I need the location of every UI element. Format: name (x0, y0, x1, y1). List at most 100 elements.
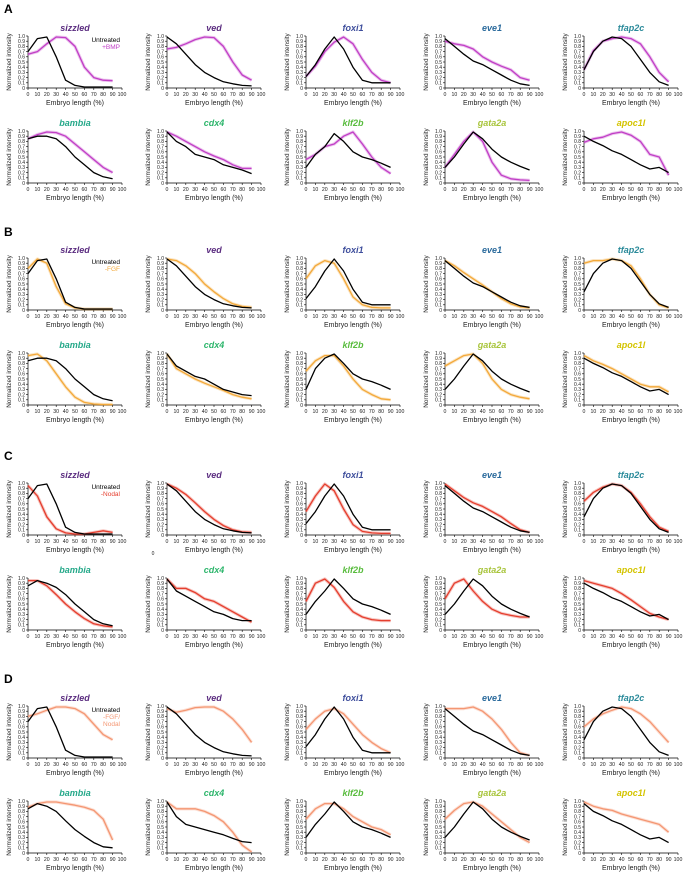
y-tick-label: 0.9 (296, 39, 303, 45)
y-tick-label: 0.4 (18, 382, 25, 388)
x-axis-label: Embryo length (%) (324, 547, 382, 554)
x-tick-label: 20 (44, 762, 50, 768)
x-tick-label: 0 (27, 92, 30, 98)
y-tick-label: 0.7 (157, 271, 164, 277)
x-tick-label: 20 (183, 539, 189, 545)
x-tick-label: 0 (583, 762, 586, 768)
x-tick-label: 40 (341, 762, 347, 768)
series-line-treated (444, 40, 530, 81)
y-tick-label: 0.6 (296, 502, 303, 508)
x-tick-label: 70 (230, 92, 236, 98)
y-tick-label: 0.1 (18, 398, 25, 404)
y-tick-label: 0.3 (157, 165, 164, 171)
x-tick-label: 30 (470, 187, 476, 193)
y-tick-label: 0.2 (157, 170, 164, 176)
y-tick-label: 0.8 (18, 139, 25, 145)
series-line-treated (166, 483, 252, 534)
y-tick-label: 0.2 (157, 75, 164, 81)
x-tick-label: 30 (331, 314, 337, 320)
y-axis-label: Normalized intensity (562, 702, 569, 760)
x-tick-label: 10 (174, 187, 180, 193)
x-tick-label: 60 (82, 857, 88, 863)
y-tick-label: 0.4 (157, 382, 164, 388)
y-tick-label: 0.9 (574, 261, 581, 267)
x-axis-label: Embryo length (%) (46, 547, 104, 554)
x-tick-label: 70 (91, 409, 97, 415)
x-tick-label: 50 (350, 857, 356, 863)
y-tick-label: 0.3 (296, 292, 303, 298)
y-axis-label: Normalized intensity (423, 254, 430, 312)
x-axis-label: Embryo length (%) (185, 417, 243, 424)
x-tick-label: 10 (452, 762, 458, 768)
series-band (304, 259, 391, 310)
x-tick-label: 50 (489, 762, 495, 768)
y-tick-label: 1.0 (574, 481, 581, 487)
x-tick-label: 100 (257, 539, 266, 545)
y-tick-label: 0.1 (296, 398, 303, 404)
series-line-treated (305, 354, 391, 401)
x-tick-label: 20 (322, 762, 328, 768)
y-tick-label: 0.8 (296, 491, 303, 497)
y-tick-label: 0.1 (435, 751, 442, 757)
x-axis-label: Embryo length (%) (602, 195, 660, 202)
x-tick-label: 20 (600, 409, 606, 415)
chart-title: sizzled (60, 245, 90, 255)
x-tick-label: 70 (91, 314, 97, 320)
x-tick-label: 70 (508, 187, 514, 193)
x-axis-label: Embryo length (%) (324, 770, 382, 777)
x-tick-label: 80 (378, 634, 384, 640)
x-tick-label: 40 (619, 762, 625, 768)
x-tick-label: 80 (239, 857, 245, 863)
y-tick-label: 0.6 (574, 277, 581, 283)
y-tick-label: 0 (161, 851, 164, 857)
y-tick-label: 0.4 (296, 160, 303, 166)
chart-title: ved (206, 23, 222, 33)
y-tick-label: 0 (578, 756, 581, 762)
y-tick-label: 0.4 (296, 65, 303, 71)
x-tick-label: 90 (388, 187, 394, 193)
chart-title: eve1 (482, 245, 502, 255)
y-tick-label: 0.2 (296, 840, 303, 846)
x-tick-label: 90 (527, 857, 533, 863)
x-tick-label: 80 (656, 762, 662, 768)
y-tick-label: 0.4 (18, 65, 25, 71)
x-tick-label: 40 (480, 409, 486, 415)
x-tick-label: 100 (535, 187, 544, 193)
y-tick-label: 0 (578, 851, 581, 857)
y-tick-label: 0 (22, 628, 25, 634)
x-tick-label: 50 (628, 539, 634, 545)
chart-title: klf2b (342, 118, 364, 128)
chart-title: cdx4 (204, 565, 225, 575)
x-tick-label: 80 (517, 857, 523, 863)
y-tick-label: 0.9 (574, 39, 581, 45)
series-line-treated (305, 36, 391, 84)
x-tick-label: 70 (508, 92, 514, 98)
series-line-untreated (444, 578, 530, 618)
y-axis-label: Normalized intensity (562, 479, 569, 537)
x-tick-label: 20 (461, 539, 467, 545)
series-line-untreated (583, 36, 669, 87)
x-tick-label: 30 (192, 409, 198, 415)
x-tick-label: 0 (166, 92, 169, 98)
y-tick-label: 0.7 (435, 591, 442, 597)
series-line-untreated (27, 483, 113, 535)
x-tick-label: 80 (378, 92, 384, 98)
x-tick-label: 100 (396, 857, 405, 863)
y-tick-label: 0.1 (574, 176, 581, 182)
x-tick-label: 100 (674, 314, 683, 320)
chart-title: gata2a (477, 565, 507, 575)
y-tick-label: 0.6 (296, 725, 303, 731)
x-axis-label: Embryo length (%) (185, 100, 243, 107)
y-tick-label: 0.8 (574, 714, 581, 720)
y-tick-label: 0.1 (296, 303, 303, 309)
x-tick-label: 20 (600, 857, 606, 863)
x-axis-label: Embryo length (%) (185, 195, 243, 202)
series-line-treated (583, 579, 669, 621)
chart-title: apoc1l (617, 118, 646, 128)
series-line-treated (583, 131, 670, 176)
